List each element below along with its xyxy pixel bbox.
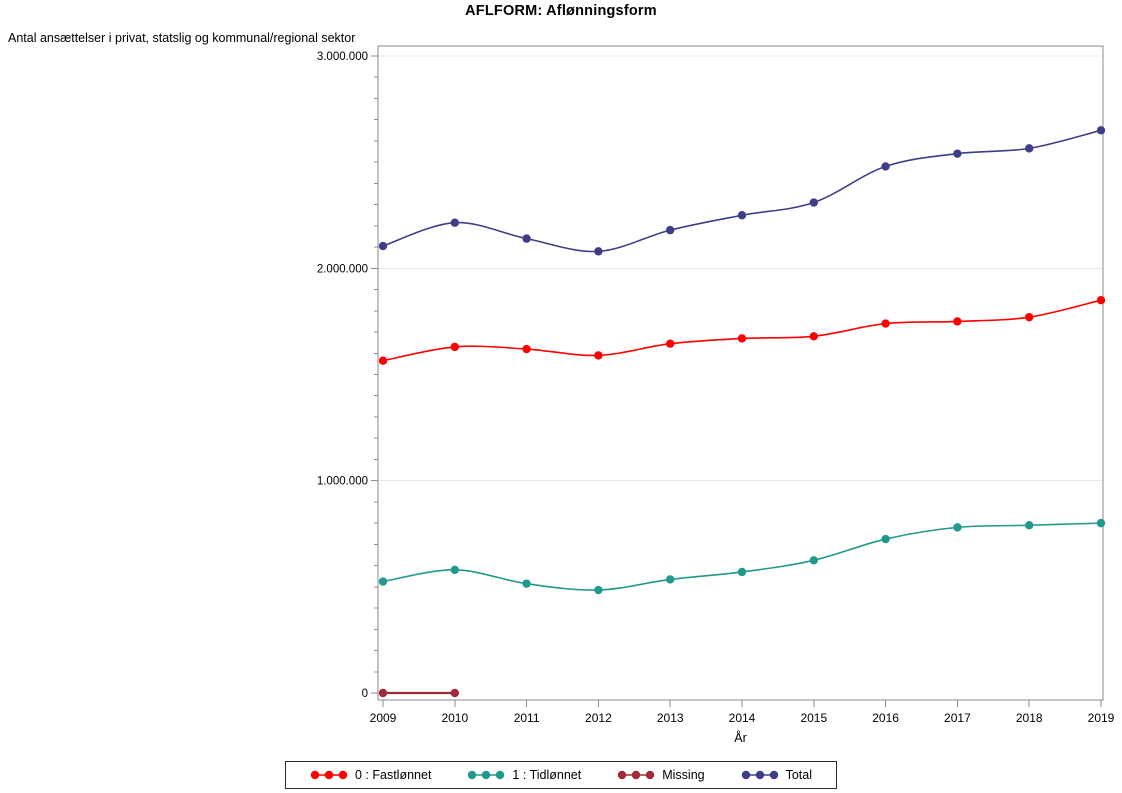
x-axis-label: År [734, 731, 747, 745]
series-0-fastlønnet-marker [953, 317, 962, 326]
y-axis-unit-label: Antal ansættelser i privat, statslig og … [8, 31, 356, 45]
series-total-marker [522, 234, 531, 243]
series-1-tidlønnet-marker [953, 523, 962, 532]
series-total-marker [594, 247, 603, 256]
series-1-tidlønnet-marker [881, 534, 890, 544]
series-total-marker [737, 211, 747, 220]
legend-item-1-tidlønnet: 1 : Tidlønnet [467, 768, 581, 782]
legend-item-total: Total [741, 768, 812, 782]
series-total-line [382, 129, 1102, 253]
legend: 0 : Fastlønnet 1 : Tidlønnet Missing Total [284, 761, 838, 789]
y-tick-label: 2.000.000 [317, 263, 368, 275]
series-0-fastlønnet-marker [1096, 295, 1106, 305]
x-tick-label: 2017 [944, 711, 971, 725]
series-0-fastlønnet-marker [378, 356, 388, 365]
series-1-tidlønnet-marker [666, 575, 675, 584]
series-0-fastlønnet-line [382, 299, 1102, 362]
series-1-tidlønnet-marker [522, 579, 531, 588]
series-0-fastlønnet-marker [1025, 312, 1034, 322]
x-tick-label: 2019 [1088, 711, 1115, 725]
legend-label-0-fastlønnet: 0 : Fastlønnet [354, 768, 432, 782]
series-1-tidlønnet-marker [1025, 521, 1034, 530]
series-total-marker [450, 218, 459, 227]
series-total-marker [378, 241, 388, 251]
x-tick-label: 2013 [657, 711, 684, 725]
x-tick-label: 2016 [872, 711, 899, 725]
series-0-fastlønnet-marker [809, 332, 818, 341]
series-1-tidlønnet-marker [1096, 518, 1106, 528]
plot-frame [377, 45, 1104, 701]
x-tick-label: 2010 [441, 711, 468, 725]
legend-label-missing: Missing [662, 768, 705, 782]
series-0-fastlønnet-marker [666, 339, 675, 348]
series-0-fastlønnet-marker [522, 344, 531, 354]
series-1-tidlønnet-marker [594, 585, 603, 595]
chart-title: AFLFORM: Aflønningsform [465, 3, 657, 19]
series-missing-marker [378, 688, 388, 698]
y-tick-label: 1.000.000 [317, 476, 368, 488]
series-0-fastlønnet-marker [881, 319, 890, 328]
legend-label-1-tidlønnet: 1 : Tidlønnet [512, 768, 582, 782]
x-tick-label: 2009 [370, 711, 397, 725]
series-total-marker [1096, 126, 1106, 135]
y-tick-label: 0 [362, 688, 368, 700]
legend-label-total: Total [785, 768, 813, 782]
series-1-tidlønnet-marker [737, 567, 747, 577]
series-1-tidlønnet-marker [378, 577, 388, 586]
series-0-fastlønnet-marker [737, 334, 747, 343]
series-total-marker [809, 198, 818, 207]
series-total-marker [953, 149, 962, 158]
y-tick-label: 3.000.000 [317, 51, 368, 63]
legend-item-0-fastlønnet: 0 : Fastlønnet [310, 768, 431, 782]
legend-item-missing: Missing [617, 768, 705, 782]
x-tick-label: 2015 [800, 711, 827, 725]
series-total-marker [881, 162, 890, 171]
series-missing-marker [450, 688, 459, 698]
series-1-tidlønnet-marker [809, 556, 818, 565]
x-tick-label: 2011 [514, 711, 540, 725]
series-total-marker [666, 225, 675, 235]
series-1-tidlønnet-line [382, 522, 1102, 591]
legend-marker-1-tidlønnet-icon [468, 770, 505, 780]
legend-marker-missing-icon [618, 770, 655, 780]
legend-marker-0-fastlønnet-icon [310, 770, 348, 780]
series-1-tidlønnet-marker [450, 565, 459, 575]
series-0-fastlønnet-marker [450, 342, 459, 352]
x-tick-label: 2012 [585, 711, 612, 725]
x-tick-label: 2018 [1016, 711, 1043, 725]
legend-marker-total-icon [741, 770, 778, 780]
x-tick-label: 2014 [729, 711, 756, 725]
series-total-marker [1025, 144, 1034, 153]
series-0-fastlønnet-marker [594, 351, 603, 360]
